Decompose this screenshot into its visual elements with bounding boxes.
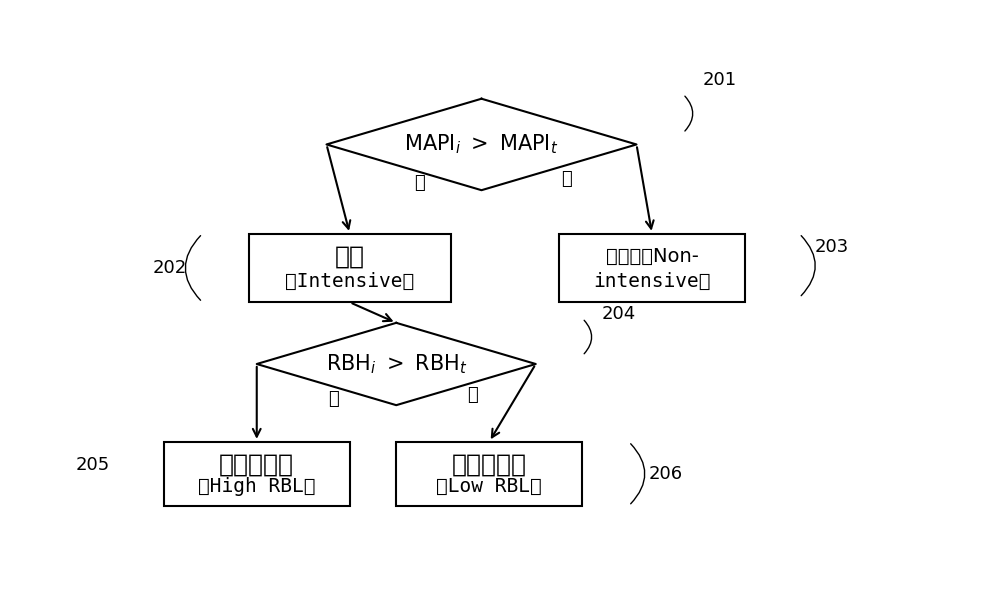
Bar — [396, 442, 582, 506]
Text: 205: 205 — [75, 456, 110, 473]
Text: （High RBL）: （High RBL） — [198, 477, 316, 496]
Text: 202: 202 — [153, 259, 187, 277]
Text: 行局部性高: 行局部性高 — [219, 453, 294, 476]
Text: （Intensive）: （Intensive） — [285, 272, 414, 291]
Text: 否: 否 — [561, 170, 572, 188]
Bar — [249, 233, 450, 302]
Text: 否: 否 — [468, 386, 478, 404]
Text: 是: 是 — [414, 174, 425, 192]
Text: 206: 206 — [648, 465, 682, 483]
Text: 是: 是 — [328, 390, 339, 408]
Text: 204: 204 — [602, 305, 636, 323]
Text: $\mathrm{RBH}_i\ >\ \mathrm{RBH}_t$: $\mathrm{RBH}_i\ >\ \mathrm{RBH}_t$ — [326, 352, 467, 376]
Text: 行局部性低: 行局部性低 — [452, 453, 527, 476]
Text: 203: 203 — [815, 238, 849, 257]
Bar — [559, 233, 745, 302]
Text: 201: 201 — [702, 71, 736, 90]
Text: 不密集（Non-: 不密集（Non- — [606, 247, 698, 266]
Bar — [164, 442, 350, 506]
Text: （Low RBL）: （Low RBL） — [436, 477, 542, 496]
Text: $\mathrm{MAPI}_i\ >\ \mathrm{MAPI}_t$: $\mathrm{MAPI}_i\ >\ \mathrm{MAPI}_t$ — [404, 132, 559, 156]
Text: intensive）: intensive） — [593, 272, 711, 291]
Text: 密集: 密集 — [335, 245, 365, 268]
